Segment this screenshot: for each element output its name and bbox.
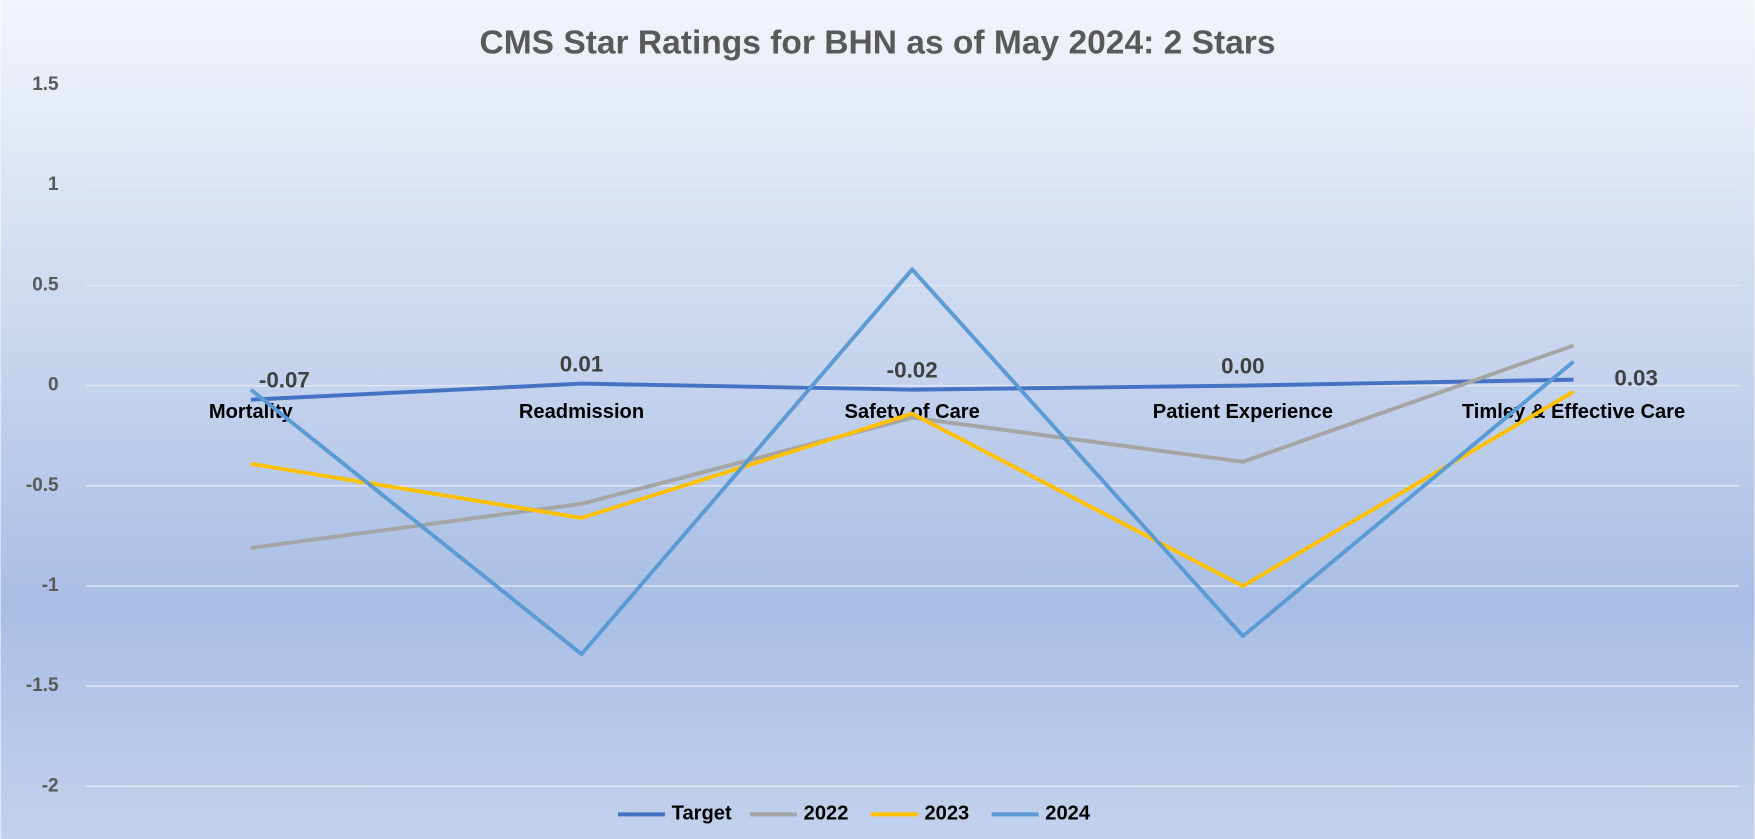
x-tick-label: Timley & Effective Care [1462, 401, 1685, 423]
y-tick-label: 1.5 [32, 74, 59, 95]
line-series [249, 267, 1575, 657]
x-tick-label: Patient Experience [1153, 401, 1333, 423]
data-label: 0.01 [560, 352, 604, 377]
data-label: 0.00 [1221, 354, 1265, 379]
chart-title: CMS Star Ratings for BHN as of May 2024:… [479, 25, 1275, 62]
y-tick-label: -2 [42, 775, 59, 796]
legend-label: Target [672, 803, 732, 825]
legend-label: 2023 [924, 803, 969, 825]
data-label: -0.07 [259, 368, 310, 393]
y-tick-label: 0.5 [32, 274, 59, 295]
legend-label: 2024 [1045, 803, 1091, 825]
y-tick-label: 1 [48, 174, 59, 195]
legend-label: 2022 [804, 803, 849, 825]
data-label: -0.02 [887, 358, 938, 383]
y-tick-label: 0 [48, 375, 59, 396]
line-series [250, 343, 1575, 550]
line-series [250, 389, 1575, 588]
y-tick-label: -1.5 [26, 675, 59, 696]
y-tick-label: -1 [42, 575, 59, 596]
x-tick-label: Readmission [519, 401, 644, 423]
y-tick-label: -0.5 [26, 475, 59, 496]
data-label: 0.03 [1614, 366, 1658, 391]
line-series [250, 377, 1574, 402]
